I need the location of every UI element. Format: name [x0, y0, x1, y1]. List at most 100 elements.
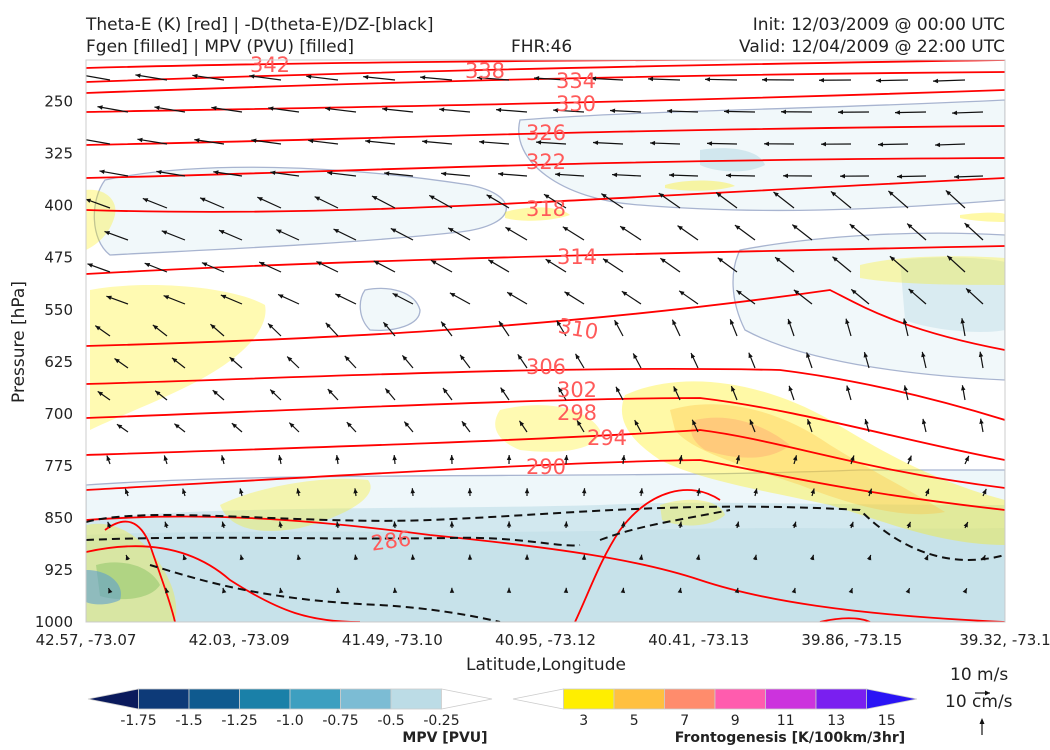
wind-arrow — [442, 387, 453, 401]
wind-arrow — [449, 521, 455, 529]
wind-arrow — [647, 76, 681, 82]
wind-arrow — [231, 422, 243, 433]
wind-arrow — [848, 587, 853, 594]
y-tick-label: 1000 — [35, 613, 73, 631]
wind-arrow — [365, 139, 396, 145]
wind-arrow — [97, 390, 111, 401]
colorbar-swatch — [188, 688, 240, 710]
wind-arrow — [201, 262, 225, 273]
wind-arrow — [327, 388, 339, 401]
theta-e-contour — [86, 177, 1005, 213]
wind-arrow — [86, 198, 111, 209]
wind-arrow — [107, 521, 112, 529]
wind-arrow — [845, 318, 852, 337]
wind-arrow — [979, 418, 984, 433]
filled-region — [700, 148, 765, 172]
wind-arrow — [921, 351, 927, 369]
wind-arrow — [792, 455, 798, 465]
wind-arrow — [749, 419, 756, 433]
wind-arrow — [564, 291, 585, 305]
wind-arrow — [97, 105, 129, 113]
wind-arrow — [945, 189, 966, 209]
wind-arrow — [401, 354, 414, 369]
theta-e-contour — [86, 60, 798, 69]
wind-arrow — [659, 257, 681, 273]
wind-arrow — [788, 385, 795, 401]
wind-arrow — [903, 385, 909, 401]
wind-arrow — [325, 322, 339, 337]
wind-arrow — [277, 293, 300, 305]
wind-arrow — [964, 222, 984, 241]
frontogenesis-colorbar: 3 5 7 9 11 13 15 — [512, 688, 918, 729]
wind-arrow — [782, 173, 813, 179]
lapse-rate-contour — [149, 564, 501, 622]
colorbar-swatch — [390, 688, 442, 710]
wind-arrow — [479, 139, 510, 145]
lapse-rate-contour — [86, 505, 1005, 561]
wind-arrow — [678, 455, 683, 465]
theta-e-contour — [819, 617, 871, 622]
wind-arrow — [441, 171, 471, 177]
wind-arrow — [107, 587, 113, 594]
wind-arrow — [696, 488, 701, 497]
wind-arrow — [934, 142, 966, 148]
theta-e-label: 334 — [556, 69, 596, 93]
wind-arrow — [810, 488, 815, 497]
colorbar-tick-label: -1.5 — [175, 713, 202, 729]
colorbar-swatch — [664, 688, 716, 710]
wind-arrow — [333, 228, 357, 241]
theta-e-contour — [86, 157, 1005, 179]
init-time: Init: 12/03/2009 @ 00:00 UTC — [752, 15, 1005, 35]
wind-arrow — [314, 196, 339, 209]
wind-arrow — [173, 423, 186, 433]
wind-arrow — [335, 587, 341, 594]
wind-arrow — [498, 171, 528, 177]
wind-arrow — [894, 110, 927, 115]
wind-arrow — [908, 288, 927, 305]
wind-arrow — [932, 78, 966, 84]
wind-arrow — [896, 174, 927, 179]
theta-e-contour — [574, 489, 721, 622]
wind-arrow — [500, 387, 510, 401]
wind-arrow — [793, 289, 813, 305]
wind-arrow — [735, 455, 741, 465]
wind-arrow — [335, 293, 357, 305]
wind-arrow — [638, 554, 644, 561]
wind-arrow — [506, 291, 528, 305]
wind-arrow — [830, 190, 852, 209]
wind-arrow — [371, 195, 396, 209]
wind-arrow — [86, 139, 111, 145]
wind-arrow — [171, 357, 186, 369]
wind-arrow — [962, 587, 968, 594]
wind-arrow — [695, 554, 701, 561]
wind-arrow — [600, 193, 624, 209]
wind-arrow — [953, 174, 984, 180]
wind-arrow — [620, 521, 626, 529]
wind-arrow — [867, 488, 873, 497]
filled-region — [960, 212, 1005, 222]
x-tick-label: 39.32, -73.1 — [959, 631, 1050, 649]
wind-arrow — [889, 255, 909, 273]
wind-arrow — [839, 173, 870, 179]
wind-arrow — [420, 75, 453, 81]
wind-arrow — [729, 319, 738, 337]
wind-arrow — [447, 227, 471, 241]
wind-arrow — [392, 587, 398, 593]
theta-e-contour — [86, 89, 1005, 113]
wind-arrow — [488, 259, 510, 273]
colorbar-swatch — [613, 688, 665, 710]
wind-arrow — [690, 352, 699, 369]
chart-title-line1: Theta-E (K) [red] | -D(theta-E)/DZ-[blac… — [86, 15, 434, 35]
wind-arrow — [791, 224, 813, 241]
y-axis-label: Pressure [hPa] — [9, 281, 29, 403]
wind-arrow — [87, 263, 111, 273]
wind-arrow — [498, 320, 510, 337]
filled-fields — [86, 99, 1005, 622]
wind-arrow — [449, 292, 471, 305]
filled-region — [670, 404, 945, 515]
wind-arrow — [704, 77, 738, 82]
wind-arrow — [832, 256, 852, 273]
wind-arrow — [677, 587, 683, 594]
wind-arrow — [658, 192, 681, 209]
wind-arrow — [902, 318, 909, 337]
